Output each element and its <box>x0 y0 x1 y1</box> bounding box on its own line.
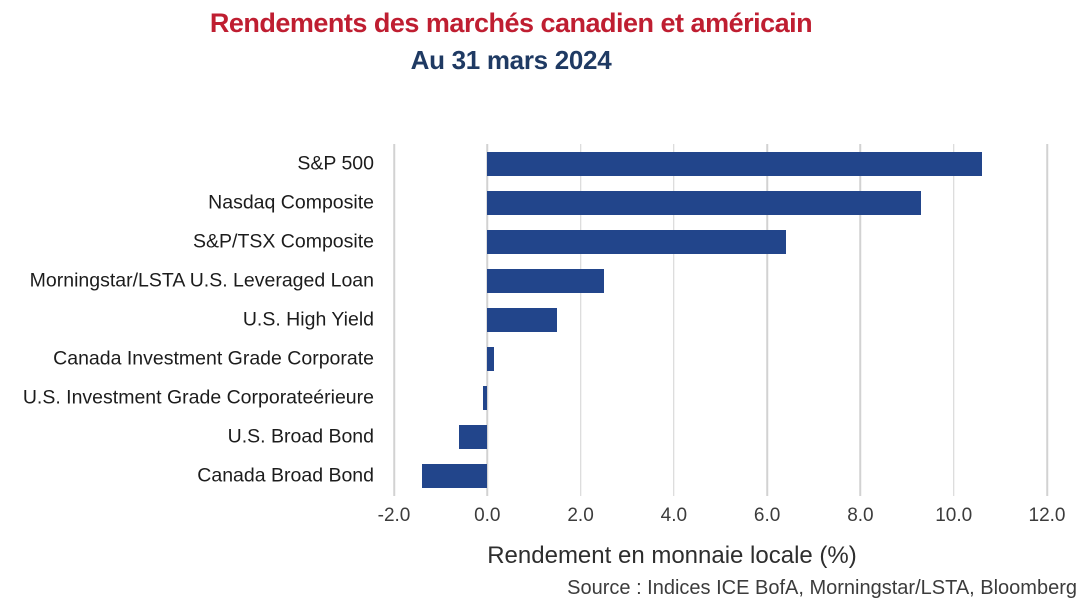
x-axis-tick-labels: -2.0 0.0 2.0 4.0 6.0 8.0 10.0 12.0 <box>378 505 1066 531</box>
gridline <box>393 144 395 496</box>
plot-area <box>393 144 1048 496</box>
gridline <box>952 144 955 496</box>
category-label: Canada Investment Grade Corporate <box>53 347 374 370</box>
x-tick-label: 8.0 <box>847 505 874 526</box>
gridline <box>579 144 582 496</box>
category-label: Morningstar/LSTA U.S. Leveraged Loan <box>29 269 374 292</box>
category-label: U.S. Broad Bond <box>227 425 374 448</box>
y-axis-category-labels: S&P 500 Nasdaq Composite S&P/TSX Composite… <box>0 144 374 496</box>
x-tick-label: 6.0 <box>753 505 781 526</box>
category-label: U.S. High Yield <box>242 308 374 331</box>
x-tick-label: 2.0 <box>567 505 594 526</box>
gridline <box>766 144 768 496</box>
bar <box>487 190 922 215</box>
bar <box>487 268 604 293</box>
x-tick-label: -2.0 <box>377 505 411 526</box>
x-axis-title: Rendement en monnaie locale (%) <box>487 542 857 569</box>
chart-header: Rendements des marchés canadien et améri… <box>0 0 1022 76</box>
bar <box>487 347 495 372</box>
category-label: S&P/TSX Composite <box>193 230 374 253</box>
chart-subtitle: Au 31 mars 2024 <box>410 45 612 76</box>
chart-title: Rendements des marchés canadien et améri… <box>209 8 813 38</box>
source-note: Source : Indices ICE BofA, Morningstar/L… <box>567 577 1077 599</box>
category-label: Nasdaq Composite <box>208 191 374 214</box>
category-label: U.S. Investment Grade Corporateérieure <box>22 386 374 409</box>
category-label: Canada Broad Bond <box>197 464 374 487</box>
x-tick-label: 12.0 <box>1028 505 1066 526</box>
gridline <box>1046 144 1048 496</box>
bar <box>487 151 982 176</box>
category-label: S&P 500 <box>297 152 374 175</box>
gridline <box>859 144 862 496</box>
x-tick-label: 4.0 <box>660 505 688 526</box>
bar <box>487 229 786 254</box>
x-tick-label: 0.0 <box>474 505 501 526</box>
bar <box>482 386 488 411</box>
x-tick-label: 10.0 <box>935 505 973 526</box>
bar <box>459 425 488 450</box>
bar <box>487 308 558 332</box>
gridline <box>673 144 675 496</box>
bar <box>421 464 488 489</box>
